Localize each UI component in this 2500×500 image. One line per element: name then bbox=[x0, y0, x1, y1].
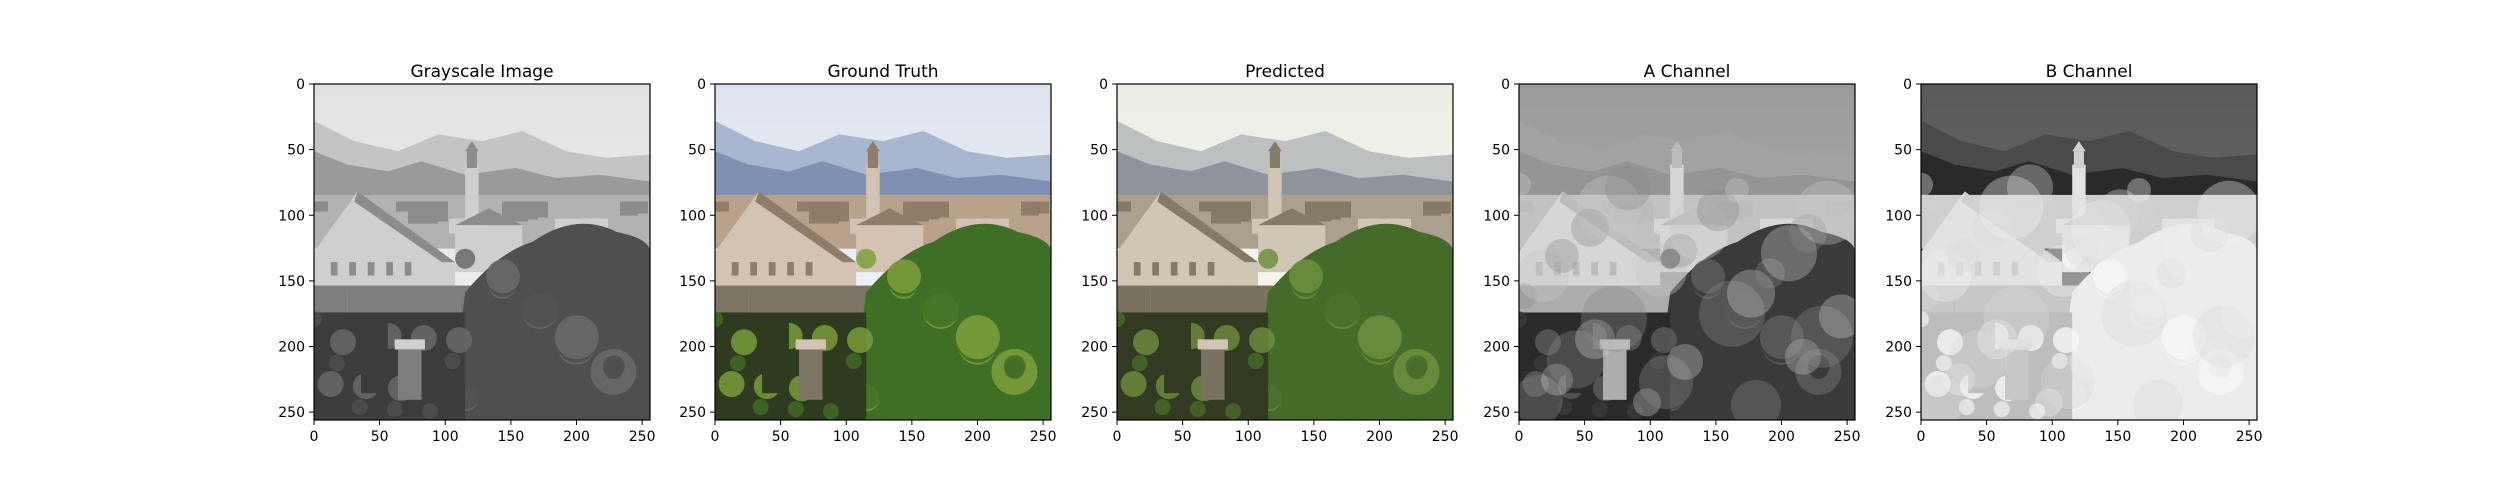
x-tick-label: 150 bbox=[498, 429, 525, 445]
x-tick-label: 100 bbox=[833, 429, 860, 445]
y-tick-label: 250 bbox=[278, 405, 305, 421]
panel-image bbox=[1117, 84, 1453, 420]
x-tick-label: 50 bbox=[772, 429, 790, 445]
x-tick-label: 200 bbox=[964, 429, 991, 445]
y-tick-label: 0 bbox=[1099, 77, 1108, 93]
panel-title: B Channel bbox=[2045, 62, 2133, 82]
panel-image bbox=[314, 84, 650, 420]
axes-frame bbox=[1920, 83, 2258, 421]
y-tick-label: 0 bbox=[1501, 77, 1510, 93]
x-tick-label: 250 bbox=[2236, 429, 2263, 445]
y-tick-label: 50 bbox=[688, 143, 706, 159]
x-tick-label: 200 bbox=[2170, 429, 2197, 445]
x-tick-label: 50 bbox=[371, 429, 389, 445]
y-tick-label: 150 bbox=[1885, 274, 1912, 290]
y-tick-label: 200 bbox=[1081, 340, 1108, 356]
panel-truth: Ground Truth 0 50 100 150 200 250 0 50 100 150 200 2… bbox=[657, 62, 1057, 445]
x-tick-label: 50 bbox=[1174, 429, 1192, 445]
x-tick-label: 150 bbox=[899, 429, 926, 445]
x-tick-label: 250 bbox=[1834, 429, 1861, 445]
axes-frame bbox=[1518, 83, 1856, 421]
x-tick-label: 150 bbox=[1703, 429, 1730, 445]
x-tick-label: 150 bbox=[2105, 429, 2132, 445]
y-tick-label: 50 bbox=[1492, 143, 1510, 159]
y-tick-label: 150 bbox=[278, 274, 305, 290]
x-tick-label: 200 bbox=[1366, 429, 1393, 445]
x-tick-label: 250 bbox=[1030, 429, 1057, 445]
x-tick-label: 100 bbox=[2039, 429, 2066, 445]
x-tick-label: 150 bbox=[1301, 429, 1328, 445]
y-tick-label: 250 bbox=[1483, 405, 1510, 421]
y-tick-label: 100 bbox=[278, 208, 305, 224]
y-tick-label: 250 bbox=[1081, 405, 1108, 421]
x-tick-label: 0 bbox=[1917, 429, 1926, 445]
panel-title: A Channel bbox=[1643, 62, 1731, 82]
y-tick-label: 50 bbox=[1090, 143, 1108, 159]
panel-image bbox=[1519, 84, 1855, 420]
x-tick-label: 0 bbox=[711, 429, 720, 445]
x-tick-label: 250 bbox=[1432, 429, 1459, 445]
panel-title: Ground Truth bbox=[827, 62, 939, 82]
y-tick-label: 150 bbox=[1081, 274, 1108, 290]
x-tick-label: 0 bbox=[310, 429, 319, 445]
y-tick-label: 50 bbox=[287, 143, 305, 159]
y-tick-label: 0 bbox=[296, 77, 305, 93]
x-tick-label: 0 bbox=[1515, 429, 1524, 445]
panel-title: Predicted bbox=[1245, 62, 1325, 82]
panel-image bbox=[1921, 84, 2257, 420]
x-tick-label: 250 bbox=[629, 429, 656, 445]
y-tick-label: 250 bbox=[679, 405, 706, 421]
x-tick-label: 100 bbox=[1637, 429, 1664, 445]
axes-frame bbox=[313, 83, 651, 421]
panel-bchan: B Channel 0 50 100 150 200 250 0 50 100 150 200 250 bbox=[1863, 62, 2263, 445]
y-tick-label: 200 bbox=[278, 340, 305, 356]
y-tick-label: 100 bbox=[1885, 208, 1912, 224]
panel-axes: 0 50 100 150 200 250 0 50 100 150 200 250 bbox=[1885, 77, 2263, 445]
y-tick-label: 0 bbox=[1903, 77, 1912, 93]
y-tick-label: 200 bbox=[679, 340, 706, 356]
panel-title: Grayscale Image bbox=[410, 62, 554, 82]
x-tick-label: 50 bbox=[1978, 429, 1996, 445]
y-tick-label: 200 bbox=[1885, 340, 1912, 356]
panel-gray: Grayscale Image 0 50 100 150 200 250 0 50 100 150 2… bbox=[256, 62, 656, 445]
panel-axes: 0 50 100 150 200 250 0 50 100 150 200 250 bbox=[1483, 77, 1861, 445]
y-tick-label: 100 bbox=[1483, 208, 1510, 224]
x-tick-label: 0 bbox=[1113, 429, 1122, 445]
x-tick-label: 50 bbox=[1576, 429, 1594, 445]
panel-achan: A Channel 0 50 100 150 200 250 0 50 100 150 200 250 bbox=[1461, 62, 1861, 445]
y-tick-label: 100 bbox=[679, 208, 706, 224]
y-tick-label: 0 bbox=[697, 77, 706, 93]
panel-axes: 0 50 100 150 200 250 0 50 100 150 200 250 bbox=[1081, 77, 1459, 445]
x-tick-label: 200 bbox=[1768, 429, 1795, 445]
y-tick-label: 50 bbox=[1894, 143, 1912, 159]
axes-frame bbox=[1116, 83, 1454, 421]
x-tick-label: 100 bbox=[432, 429, 459, 445]
y-tick-label: 100 bbox=[1081, 208, 1108, 224]
y-tick-label: 250 bbox=[1885, 405, 1912, 421]
panel-pred: Predicted 0 50 100 150 200 250 0 50 100 150 200 250 bbox=[1059, 62, 1459, 445]
axes-frame bbox=[714, 83, 1052, 421]
y-tick-label: 150 bbox=[1483, 274, 1510, 290]
y-tick-label: 200 bbox=[1483, 340, 1510, 356]
x-tick-label: 100 bbox=[1235, 429, 1262, 445]
panel-image bbox=[715, 84, 1051, 420]
panel-axes: 0 50 100 150 200 250 0 50 100 150 200 250 bbox=[679, 77, 1057, 445]
y-tick-label: 150 bbox=[679, 274, 706, 290]
x-tick-label: 200 bbox=[563, 429, 590, 445]
panel-axes: 0 50 100 150 200 250 0 50 100 150 200 250 bbox=[278, 77, 656, 445]
